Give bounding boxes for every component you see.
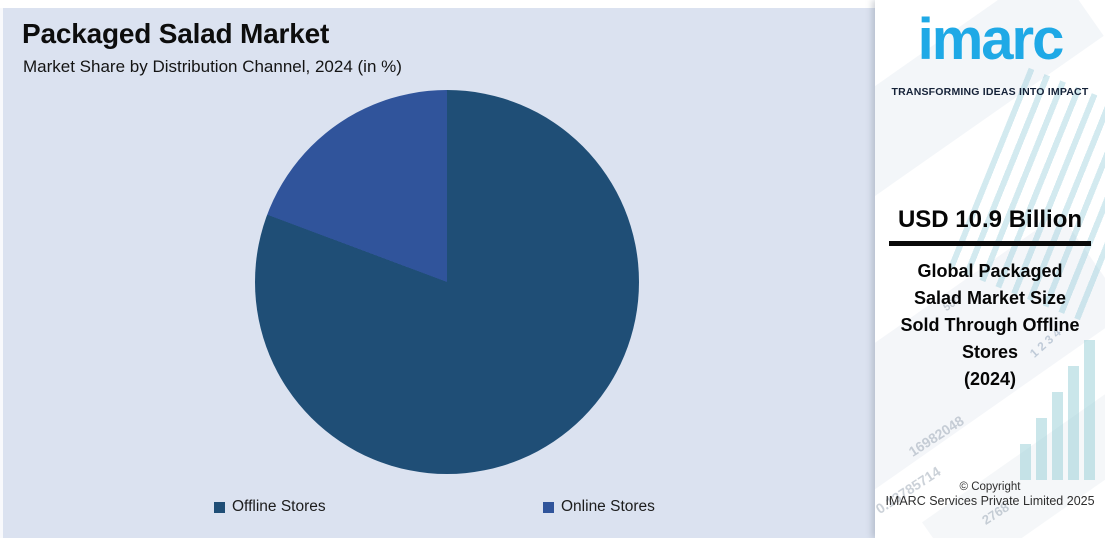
left-margin-strip: [0, 0, 3, 538]
market-size-caption: Global Packaged Salad Market Size Sold T…: [885, 258, 1095, 393]
legend-item-online-stores: Online Stores: [543, 498, 655, 516]
logo-tagline: TRANSFORMING IDEAS INTO IMPACT: [891, 86, 1089, 98]
legend-label-online: Online Stores: [561, 498, 655, 515]
legend-label-offline: Offline Stores: [232, 498, 326, 515]
pie-chart: [255, 90, 639, 474]
copyright-notice: © Copyright IMARC Services Private Limit…: [875, 481, 1105, 508]
branding-sidebar: 16982048 0.13785714 2768 1 2 3 4 500 ima…: [875, 0, 1105, 538]
caption-line: Stores: [961, 342, 1019, 362]
legend-swatch-offline: [214, 501, 225, 513]
copyright-line1: © Copyright: [959, 481, 1021, 493]
legend-swatch-online: [543, 501, 554, 513]
legend-item-offline-stores: Offline Stores: [214, 498, 326, 516]
chart-subtitle: Market Share by Distribution Channel, 20…: [23, 57, 402, 76]
caption-line: Sold Through Offline: [900, 315, 1080, 335]
market-size-value: USD 10.9 Billion: [897, 206, 1083, 233]
caption-line: Global Packaged: [917, 261, 1063, 281]
watermark-number: 16982048: [905, 412, 967, 460]
imarc-logo: imarc: [917, 7, 1065, 72]
caption-line: (2024): [963, 369, 1017, 389]
divider-rule: [889, 241, 1091, 246]
caption-line: Salad Market Size: [913, 288, 1067, 308]
chart-panel: Packaged Salad Market Market Share by Di…: [0, 8, 875, 538]
copyright-line2: IMARC Services Private Limited 2025: [885, 494, 1095, 508]
page-title: Packaged Salad Market: [22, 18, 330, 49]
